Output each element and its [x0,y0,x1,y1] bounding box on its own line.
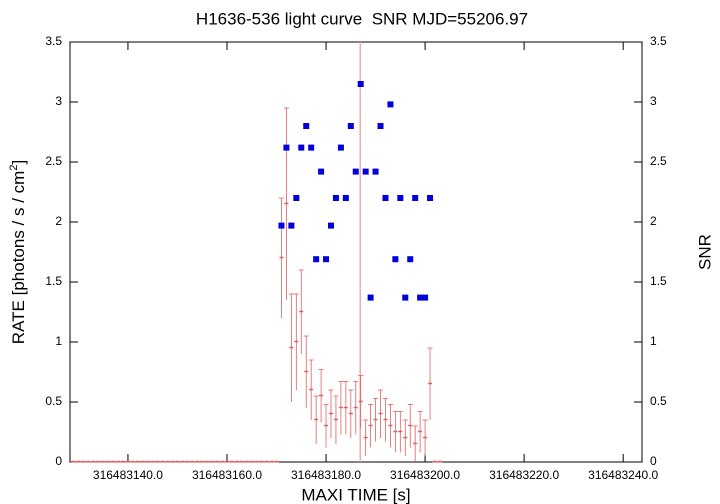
y-axis-label: RATE [photons / s / cm2] [8,160,29,344]
y2-tick-label: 3 [650,94,657,108]
snr-point [357,81,364,87]
y2-tick-label: 3.5 [650,34,667,48]
plot-frame [69,41,643,463]
snr-point [367,294,374,301]
snr-point [323,256,330,263]
y-tick-label: 1.5 [45,274,62,288]
y-label-main: RATE [photons / s / cm [9,171,28,345]
snr-point [362,168,369,175]
snr-point [347,123,354,129]
snr-point [332,195,339,201]
snr-point [298,144,305,151]
y2-tick-label: 2 [650,214,657,228]
x-axis-label: MAXI TIME [s] [301,485,410,504]
x-tick-label: 316483140.0 [93,468,163,482]
y2-tick-label: 1 [650,334,657,348]
snr-point [308,144,315,151]
snr-point [303,123,310,129]
snr-point [318,168,325,175]
y-tick-label: 0 [55,454,62,468]
snr-point [377,123,384,129]
snr-point [412,195,419,201]
snr-point [337,144,344,151]
snr-point [402,294,409,301]
snr-point [342,195,349,201]
snr-point [278,222,285,229]
y2-axis-label: SNR [695,234,714,270]
snr-point [372,168,379,175]
snr-point [288,222,295,229]
y2-tick-label: 2.5 [650,154,667,168]
y-tick-label: 0.5 [45,394,62,408]
y-tick-label: 1 [55,334,62,348]
snr-point [417,294,424,301]
x-tick-label: 316483200.0 [390,468,460,482]
snr-point [407,256,414,263]
snr-point [392,256,399,263]
y2-tick-label: 1.5 [650,274,667,288]
y-tick-label: 3.5 [45,34,62,48]
snr-point [352,168,359,175]
x-tick-label: 316483160.0 [192,468,262,482]
y-label-sup: 2 [8,165,20,171]
snr-point [397,195,404,201]
y-label-end: ] [9,160,28,165]
snr-point [293,195,300,201]
x-tick-label: 316483180.0 [291,468,361,482]
snr-point [313,256,320,263]
snr-point [382,195,389,201]
y-tick-label: 2.5 [45,154,62,168]
x-tick-label: 316483220.0 [489,468,559,482]
chart-title: H1636-536 light curve SNR MJD=55206.97 [196,9,528,28]
snr-point [387,101,394,108]
x-tick-label: 316483240.0 [588,468,658,482]
y2-tick-label: 0 [650,454,657,468]
snr-point [327,222,334,229]
snr-point [427,195,434,201]
snr-point [422,294,429,301]
y-tick-label: 2 [55,214,62,228]
snr-point [283,144,290,151]
y-tick-label: 3 [55,94,62,108]
y2-tick-label: 0.5 [650,394,667,408]
